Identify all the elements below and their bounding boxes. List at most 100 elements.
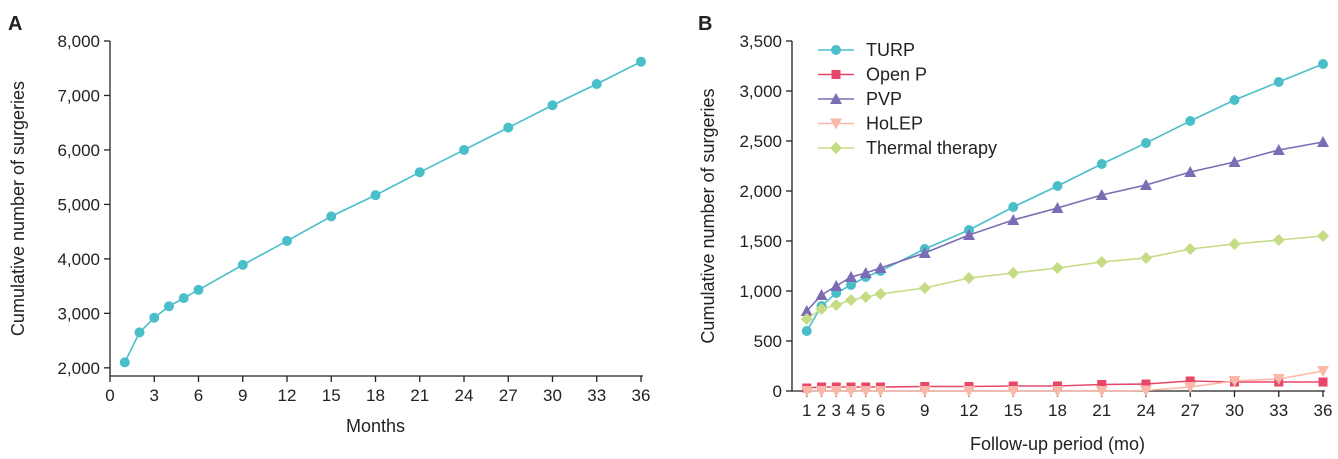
y-tick-label: 8,000	[57, 32, 100, 51]
data-point	[845, 386, 857, 397]
y-tick-label: 4,000	[57, 250, 100, 269]
data-point	[370, 190, 381, 201]
y-axis-label: Cumulative number of surgeries	[8, 81, 28, 336]
panel-a-letter: A	[8, 13, 22, 35]
data-point	[815, 289, 828, 300]
legend-entry: PVP	[818, 89, 902, 109]
x-tick-label: 18	[366, 386, 385, 405]
data-point	[1229, 95, 1240, 105]
legend-entry: Open P	[818, 65, 927, 85]
x-tick-label: 27	[1181, 401, 1200, 420]
data-point	[636, 56, 646, 67]
data-point	[1051, 202, 1064, 213]
x-tick-label: 15	[1004, 401, 1023, 420]
data-point	[800, 386, 813, 397]
data-point	[193, 284, 204, 295]
data-point	[830, 299, 843, 311]
data-point	[164, 301, 174, 312]
data-point	[1184, 166, 1197, 177]
data-point	[1184, 382, 1197, 393]
data-point	[963, 272, 975, 284]
x-tick-label: 6	[876, 401, 885, 420]
data-point	[547, 100, 558, 111]
data-point	[1095, 189, 1108, 200]
series-line	[806, 141, 1324, 312]
x-tick-label: 2	[817, 401, 826, 420]
data-point	[801, 326, 812, 336]
x-tick-label: 4	[846, 401, 855, 420]
data-point	[1228, 376, 1241, 387]
data-point	[830, 280, 843, 291]
series-line	[806, 380, 1323, 389]
legend-marker	[831, 70, 841, 79]
panel-b-letter: B	[698, 13, 712, 35]
legend-marker	[830, 93, 842, 104]
x-tick-label: 33	[587, 386, 606, 405]
legend-label: Open P	[866, 65, 927, 85]
data-point	[591, 79, 602, 90]
x-tick-label: 33	[1269, 401, 1288, 420]
legend-marker	[830, 142, 842, 154]
data-point	[918, 247, 931, 258]
legend-marker	[831, 45, 841, 55]
y-tick-label: 500	[754, 332, 782, 351]
y-tick-label: 3,000	[57, 304, 100, 323]
x-tick-label: 5	[861, 401, 870, 420]
data-point	[1095, 386, 1108, 397]
legend-entry: Thermal therapy	[818, 138, 997, 158]
series-line	[806, 63, 1324, 332]
series-0	[119, 56, 646, 368]
legend-label: TURP	[866, 40, 915, 60]
y-tick-label: 7,000	[57, 86, 100, 105]
data-point	[859, 291, 872, 303]
x-tick-label: 36	[1314, 401, 1333, 420]
data-point	[1052, 181, 1063, 191]
data-point	[1095, 256, 1108, 268]
data-point	[963, 386, 975, 397]
x-tick-label: 1	[802, 401, 811, 420]
y-tick-label: 2,000	[739, 182, 782, 201]
data-point	[282, 235, 292, 246]
y-tick-label: 3,000	[739, 82, 782, 101]
data-point	[874, 262, 887, 273]
legend-label: PVP	[866, 89, 902, 109]
data-point	[1272, 374, 1285, 385]
x-tick-label: 6	[194, 386, 203, 405]
data-point	[1318, 59, 1328, 69]
y-tick-label: 0	[773, 382, 782, 401]
x-tick-label: 3	[150, 386, 159, 405]
data-point	[1272, 234, 1285, 246]
data-point	[1317, 230, 1329, 242]
legend-entry: HoLEP	[818, 114, 923, 134]
data-point	[459, 144, 469, 155]
y-tick-label: 2,000	[57, 359, 100, 378]
x-tick-label: 18	[1048, 401, 1067, 420]
data-point	[119, 357, 130, 368]
x-tick-label: 24	[455, 386, 474, 405]
data-point	[1007, 386, 1020, 397]
data-point	[326, 211, 337, 222]
x-tick-label: 12	[278, 386, 297, 405]
legend-label: Thermal therapy	[866, 138, 997, 158]
series-holep	[800, 366, 1329, 397]
data-point	[845, 271, 857, 282]
data-point	[1272, 144, 1285, 155]
x-tick-label: 30	[543, 386, 562, 405]
data-point	[1317, 366, 1329, 377]
data-point	[800, 305, 813, 316]
x-tick-label: 24	[1137, 401, 1156, 420]
data-point	[1140, 252, 1152, 264]
y-tick-label: 1,000	[739, 282, 782, 301]
data-point	[134, 327, 145, 338]
data-point	[846, 280, 856, 290]
x-tick-label: 3	[832, 401, 841, 420]
x-tick-label: 15	[322, 386, 341, 405]
series-pvp	[800, 136, 1329, 316]
x-tick-label: 21	[1092, 401, 1111, 420]
data-point	[845, 294, 857, 306]
y-tick-label: 2,500	[739, 132, 782, 151]
data-point	[874, 288, 887, 300]
